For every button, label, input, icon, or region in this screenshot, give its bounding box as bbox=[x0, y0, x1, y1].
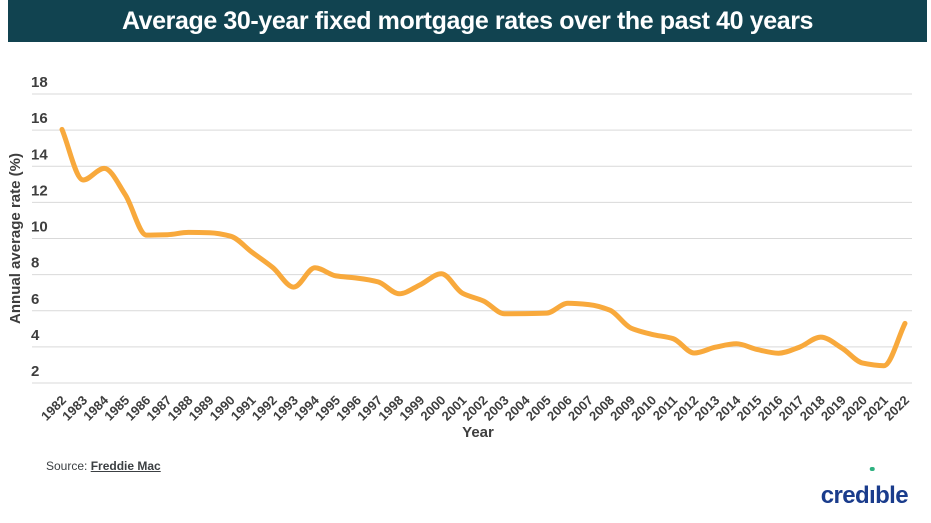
chart-title: Average 30-year fixed mortgage rates ove… bbox=[121, 6, 814, 35]
logo-green-dot-icon bbox=[869, 466, 875, 471]
y-tick-label: 10 bbox=[31, 219, 48, 236]
y-axis-title: Annual average rate (%) bbox=[7, 153, 24, 324]
source-label: Source: bbox=[46, 459, 88, 473]
source-line: Source: Freddie Mac bbox=[46, 459, 161, 473]
y-tick-label: 12 bbox=[31, 182, 48, 199]
y-tick-label: 8 bbox=[31, 255, 39, 272]
x-tick-label: 2022 bbox=[881, 393, 912, 424]
x-axis-title: Year bbox=[462, 424, 494, 441]
y-tick-label: 4 bbox=[31, 327, 40, 344]
y-tick-label: 18 bbox=[31, 74, 48, 91]
y-tick-label: 16 bbox=[31, 110, 48, 127]
source-link[interactable]: Freddie Mac bbox=[90, 459, 161, 473]
y-tick-label: 6 bbox=[31, 291, 39, 308]
chart-title-bar: Average 30-year fixed mortgage rates ove… bbox=[8, 0, 927, 42]
y-tick-label: 2 bbox=[31, 363, 39, 380]
credible-logo: credı ble bbox=[821, 466, 909, 509]
y-tick-label: 14 bbox=[31, 146, 48, 163]
rate-line bbox=[59, 126, 908, 369]
logo-i-dotless: ı bbox=[869, 466, 876, 509]
